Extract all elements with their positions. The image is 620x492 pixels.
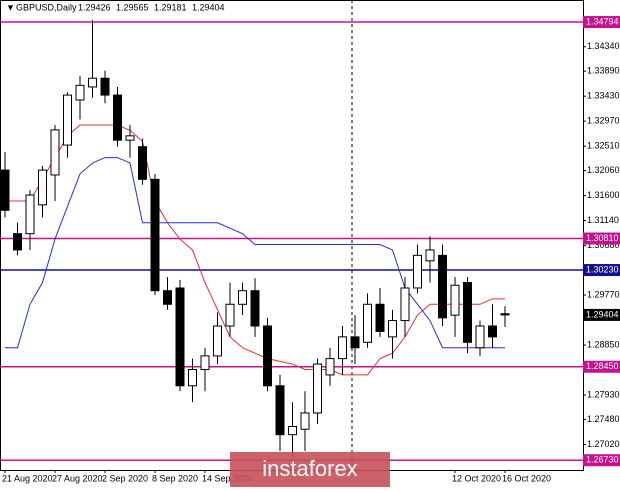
level-label: 1.28450 <box>586 361 619 371</box>
header-open: 1.29426 <box>78 2 111 12</box>
x-tick-label: 21 Aug 2020 <box>2 473 53 483</box>
candle-body <box>425 249 435 262</box>
candle-body <box>400 287 410 322</box>
header-close: 1.29404 <box>192 2 225 12</box>
y-tick-label: 1.31140 <box>587 215 619 225</box>
watermark: instaforex <box>262 456 357 481</box>
candle-body <box>450 284 460 316</box>
candle-body <box>313 363 322 414</box>
candle-body <box>375 303 385 332</box>
level-label: 1.30230 <box>586 264 619 274</box>
x-tick-label: 16 Oct 2020 <box>502 473 551 483</box>
y-tick-label: 1.32060 <box>587 165 620 175</box>
candle-body <box>500 313 510 316</box>
candle-body <box>63 94 72 146</box>
y-tick-label: 1.32510 <box>587 141 620 151</box>
y-tick-label: 1.28850 <box>587 339 620 349</box>
header-high: 1.29565 <box>116 2 149 12</box>
x-tick-label: 8 Sep 2020 <box>152 473 198 483</box>
level-label-box <box>583 360 620 373</box>
candle-body <box>225 303 235 327</box>
candle-body <box>250 290 260 327</box>
candle-body <box>363 303 372 343</box>
y-tick-label: 1.30680 <box>587 240 620 250</box>
x-tick-label: 27 Aug 2020 <box>52 473 103 483</box>
y-tick-label: 1.27020 <box>587 439 620 449</box>
candle-body <box>213 325 222 357</box>
candle-body <box>88 77 97 88</box>
level-label: 1.26730 <box>586 455 619 465</box>
candle-body <box>188 368 197 387</box>
level-label: 1.34794 <box>586 16 619 26</box>
y-tick-label: 1.31600 <box>587 190 620 200</box>
plot-frame <box>0 0 584 471</box>
level-label-box <box>583 454 620 467</box>
candle-body <box>275 385 285 436</box>
header-low: 1.29181 <box>154 2 187 12</box>
candle-body <box>488 325 497 338</box>
candle-body <box>200 355 210 370</box>
candle-body <box>75 84 85 101</box>
indicator-line <box>5 124 505 376</box>
header-arrow: ▼ <box>6 2 15 12</box>
candle-body <box>388 320 397 338</box>
level-label: 1.30810 <box>586 233 619 243</box>
candle-body <box>338 336 347 360</box>
candle-body <box>175 287 185 387</box>
candle-body <box>463 282 472 343</box>
candle-body <box>150 178 160 292</box>
indicator-line <box>5 157 505 349</box>
y-tick-label: 1.32970 <box>587 116 620 126</box>
candle-body <box>25 194 35 235</box>
y-tick-label: 1.29770 <box>587 289 620 299</box>
candle-body <box>288 426 297 436</box>
candle-body <box>300 412 310 430</box>
candle-body <box>163 290 172 305</box>
candle-body <box>13 233 22 251</box>
x-tick-label: 2 Sep 2020 <box>102 473 148 483</box>
candle-body <box>325 358 335 376</box>
y-tick-label: 1.33890 <box>587 66 620 76</box>
candle-body <box>125 135 135 141</box>
candle-body <box>238 290 247 305</box>
price-label-box <box>583 308 620 321</box>
candle-body <box>350 336 360 349</box>
watermark-box <box>230 452 390 487</box>
price-label: 1.29404 <box>586 309 619 319</box>
symbol: GBPUSD,Daily <box>16 2 77 12</box>
candle-body <box>100 77 110 96</box>
x-tick-label: 12 Oct 2020 <box>452 473 501 483</box>
x-tick-label: 14 Sep 2020 <box>202 473 253 483</box>
y-tick-label: 1.34340 <box>587 41 620 51</box>
candle-body <box>138 146 147 180</box>
y-tick-label: 1.33430 <box>587 91 620 101</box>
candle-body <box>413 254 422 289</box>
candle-body <box>0 169 10 211</box>
candle-body <box>38 169 47 206</box>
level-label-box <box>583 264 620 277</box>
candle-body <box>113 94 122 141</box>
y-tick-label: 1.27480 <box>587 414 620 424</box>
candle-body <box>438 254 447 319</box>
y-tick-label: 1.27930 <box>587 389 620 399</box>
candle-body <box>50 129 60 176</box>
level-label-box <box>583 16 620 29</box>
level-label-box <box>583 232 620 245</box>
candle-body <box>475 325 485 349</box>
candle-body <box>263 325 272 387</box>
